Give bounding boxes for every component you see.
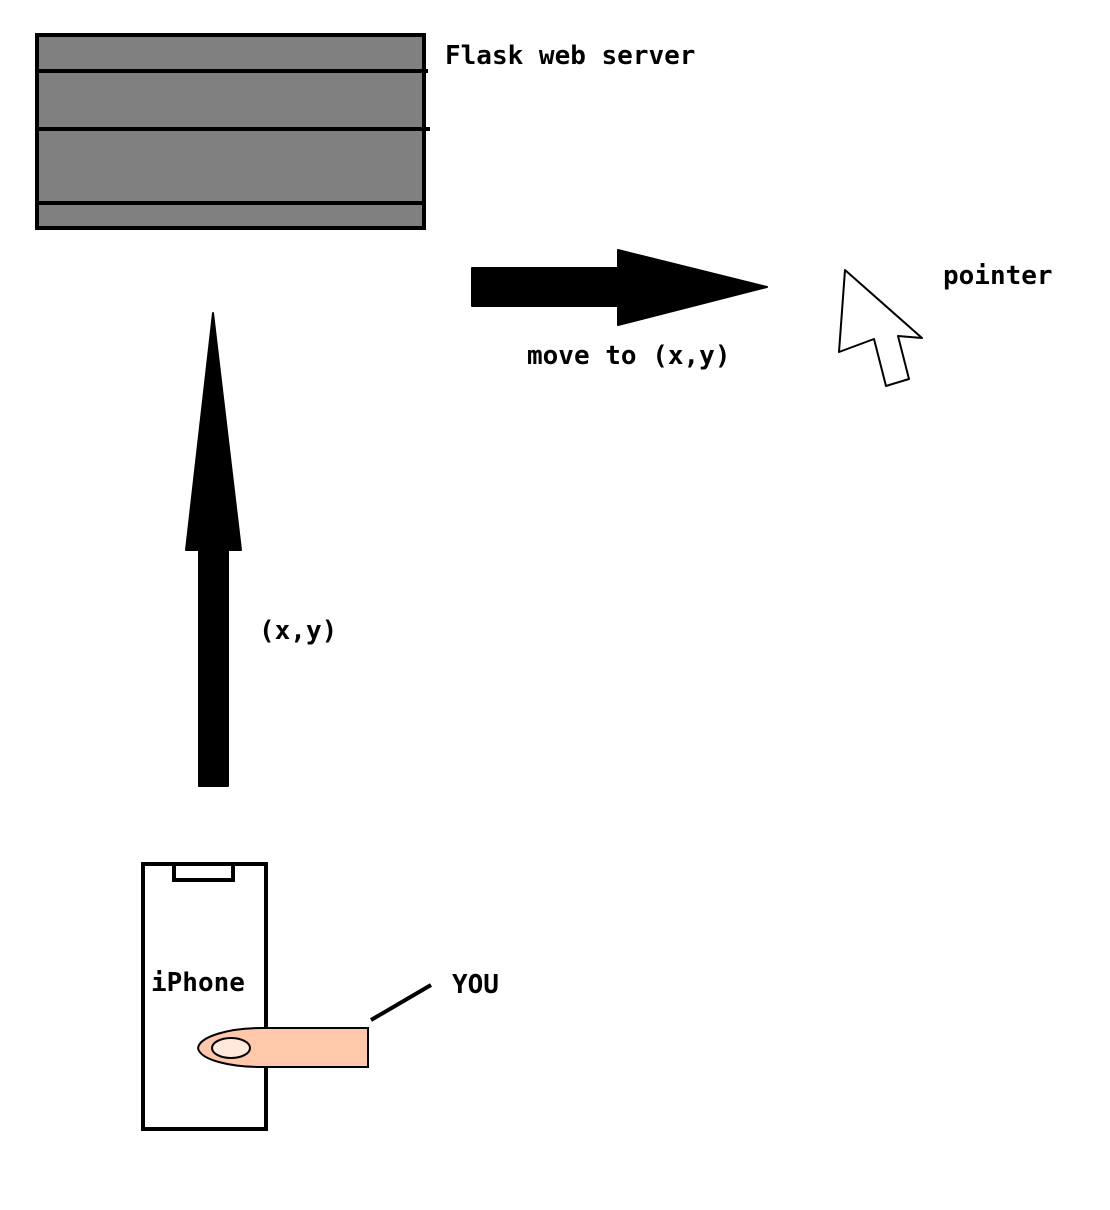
pointer-label: pointer [943,261,1053,291]
server-label: Flask web server [445,41,695,71]
move-label: move to (x,y) [527,341,731,371]
you-label: YOU [452,970,499,1000]
cursor-icon [838,269,923,387]
iphone-icon [141,862,268,1131]
coords-label: (x,y) [259,616,337,646]
you-leader-line [369,983,433,1022]
right-arrow [471,249,768,326]
server-box [35,33,430,230]
finger-icon [196,1027,369,1068]
phone-label: iPhone [151,968,245,998]
up-arrow [185,312,242,787]
